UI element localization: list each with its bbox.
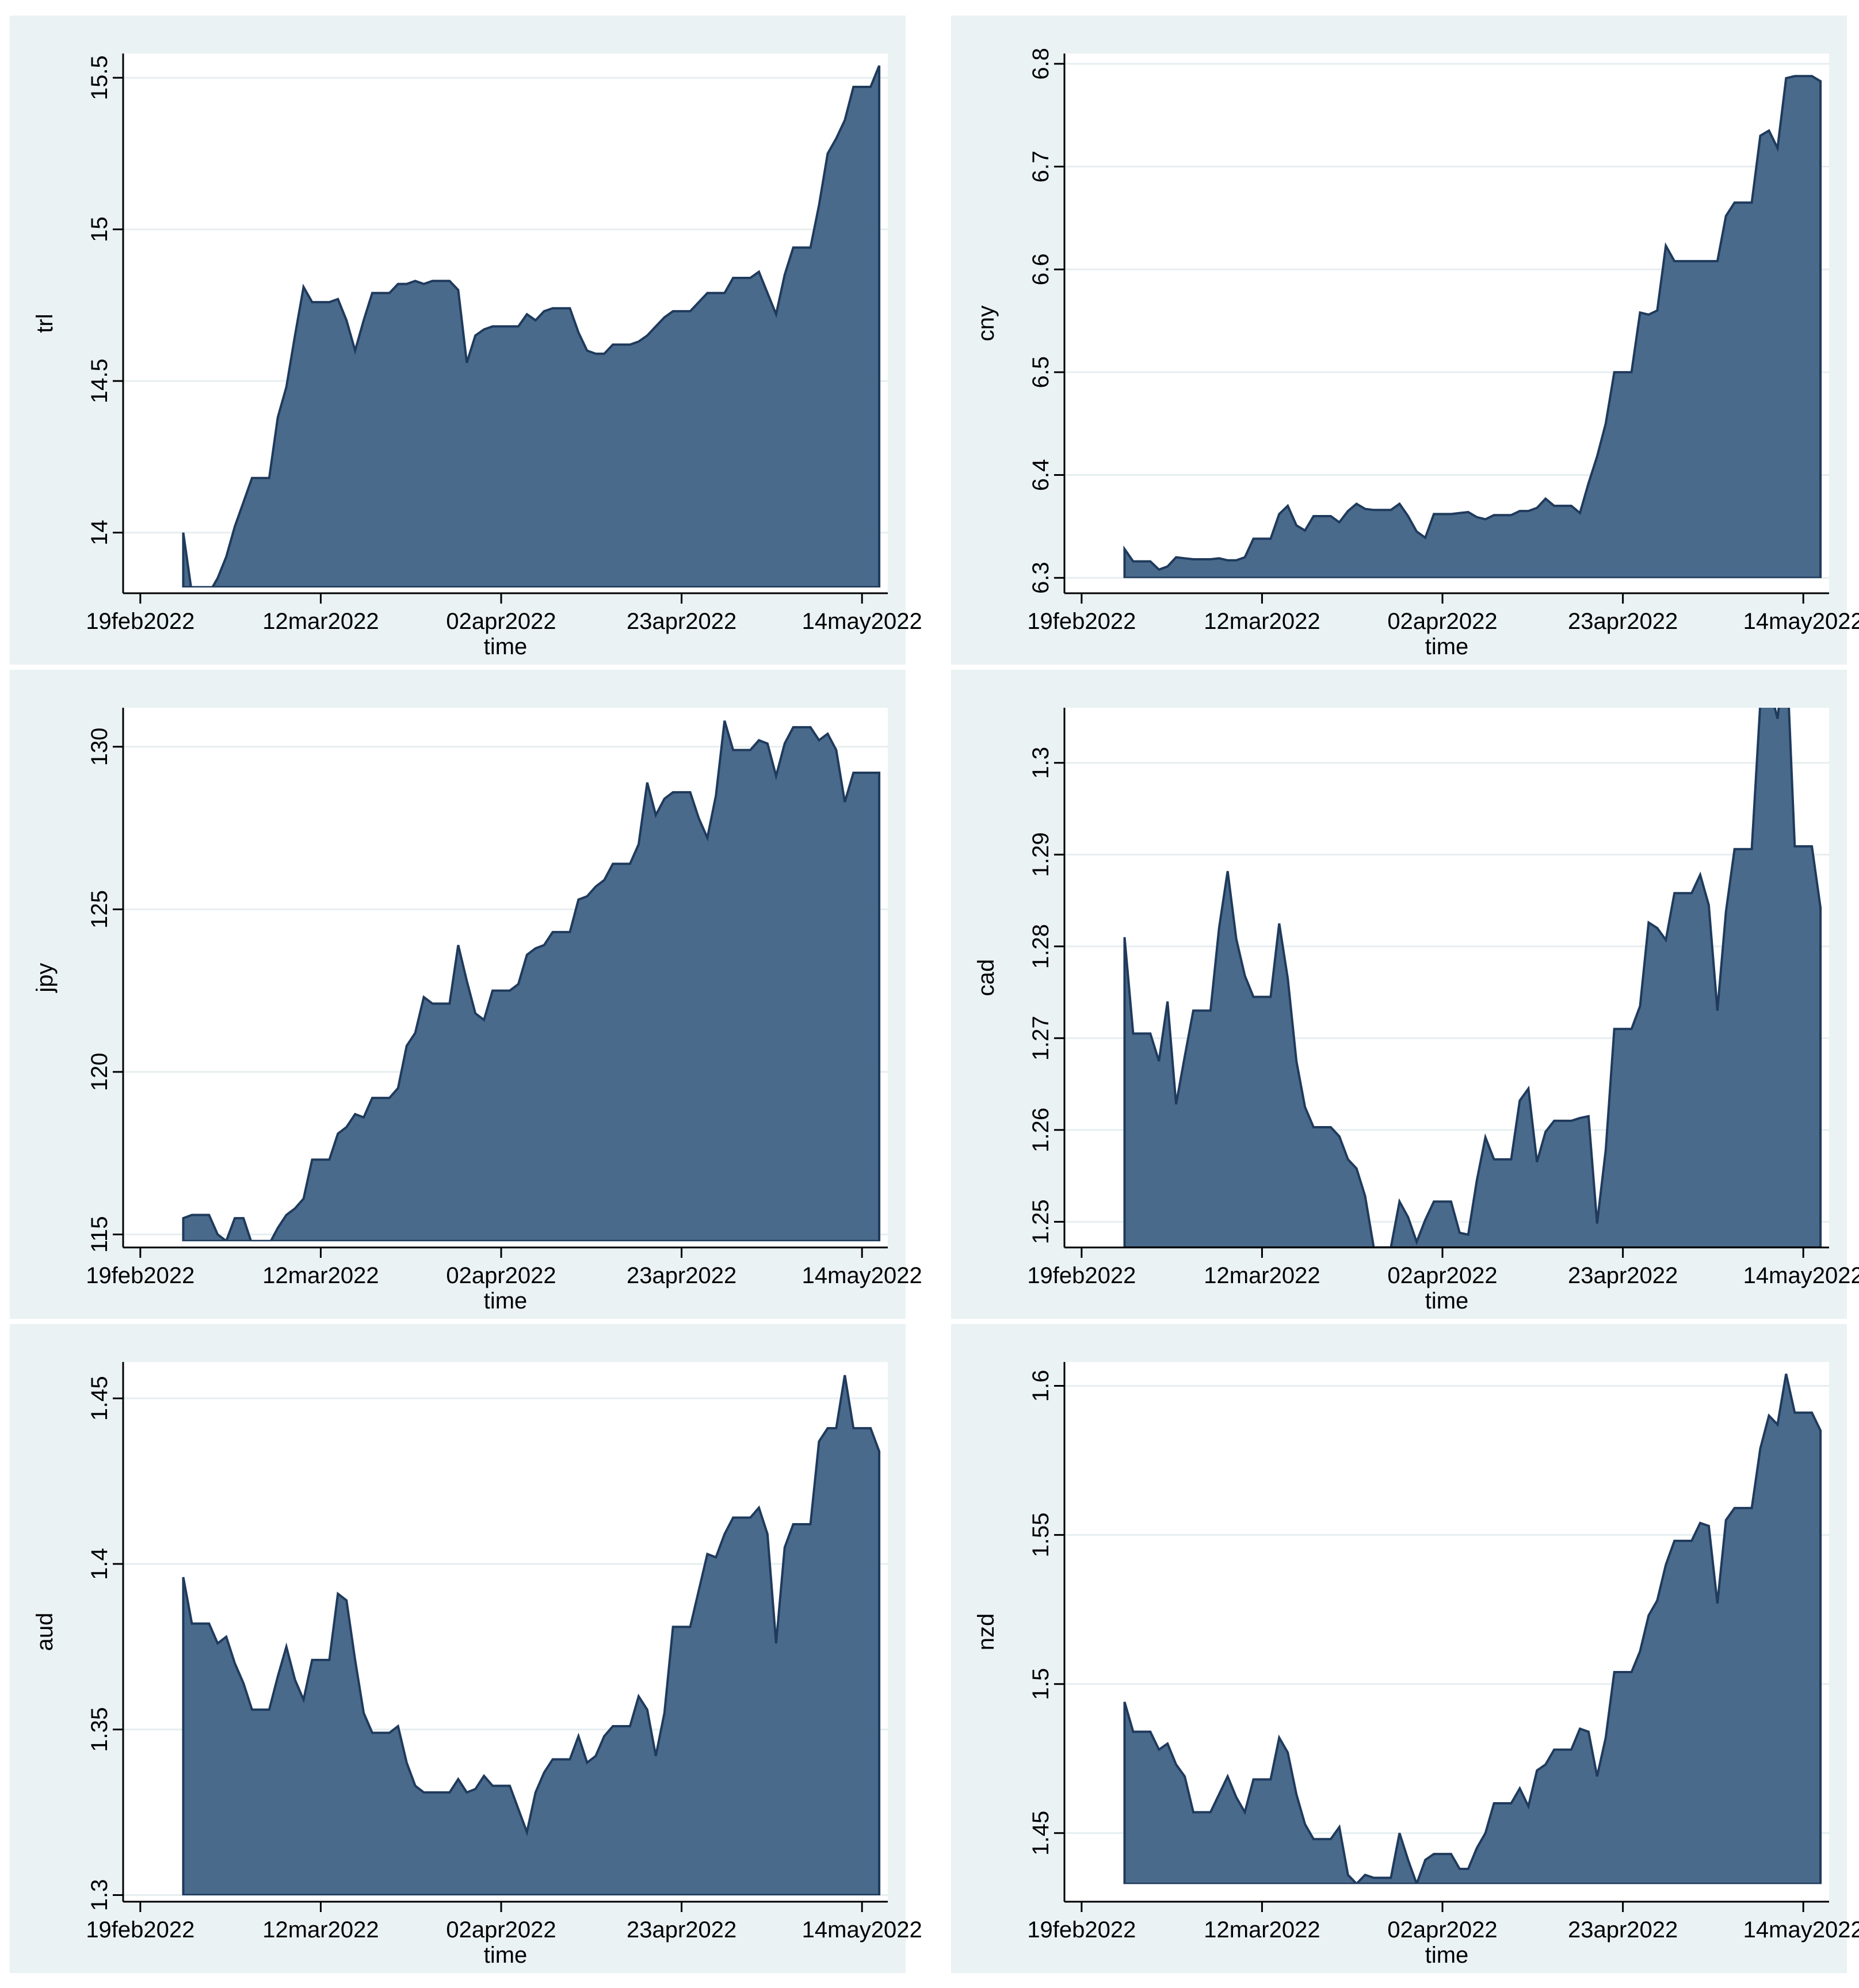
panel-cny-ytick-label-4: 6.7 — [1028, 151, 1053, 183]
panel-aud-xtick-label-1: 12mar2022 — [262, 1917, 379, 1943]
panel-nzd-xtick-label-0: 19feb2022 — [1027, 1917, 1136, 1943]
panel-trl-ytick-label-2: 15 — [87, 216, 112, 242]
panel-jpy-xtick-label-2: 02apr2022 — [446, 1263, 556, 1288]
panel-nzd-xlabel: time — [1425, 1943, 1469, 1968]
panel-jpy-xlabel: time — [484, 1288, 528, 1314]
panel-nzd: 1.45 1.5 1.55 1.6 19feb2022 12mar2022 02apr202… — [951, 1324, 1859, 1973]
panel-nzd-xtick-label-1: 12mar2022 — [1204, 1917, 1320, 1943]
panel-cny: 6.3 6.4 6.5 6.6 6.7 6.8 19feb2022 12mar2022 02ap… — [951, 16, 1859, 665]
panel-aud-xtick-label-0: 19feb2022 — [86, 1917, 194, 1943]
panel-cad: 1.25 1.26 1.27 1.28 1.29 1.3 19feb2022 12mar202… — [951, 670, 1859, 1319]
panel-jpy-ytick-label-0: 115 — [87, 1216, 112, 1253]
panel-cad-ytick-label-2: 1.27 — [1028, 1016, 1053, 1060]
panel-nzd-xtick-label-3: 23apr2022 — [1568, 1917, 1678, 1943]
panel-cad-xtick-label-0: 19feb2022 — [1027, 1263, 1136, 1288]
panel-cny-xtick-label-4: 14may2022 — [1743, 609, 1859, 634]
panel-cad-ytick-label-0: 1.25 — [1028, 1199, 1053, 1244]
panel-aud-xtick-label-3: 23apr2022 — [627, 1917, 736, 1943]
panel-cny-area — [1123, 75, 1822, 578]
panel-aud-ytick-label-0: 1.3 — [87, 1879, 112, 1911]
panel-trl-xtick-label-1: 12mar2022 — [262, 609, 379, 634]
panel-nzd-ytick-label-2: 1.55 — [1028, 1513, 1053, 1558]
panel-cny-xtick-label-1: 12mar2022 — [1204, 609, 1320, 634]
panel-cad-xtick-label-2: 02apr2022 — [1387, 1263, 1497, 1288]
panel-nzd-ytick-label-3: 1.6 — [1028, 1370, 1053, 1402]
panel-jpy: 115 120 125 130 19feb2022 12mar2022 02apr2022 2… — [10, 670, 922, 1319]
panel-cny-ytick-label-2: 6.5 — [1028, 356, 1053, 388]
panel-aud-xtick-label-2: 02apr2022 — [446, 1917, 556, 1943]
panel-aud-ylabel: aud — [32, 1613, 58, 1651]
panel-cad-area — [1123, 708, 1822, 1248]
panel-trl: 14 14.5 15 15.5 19feb2022 12mar2022 02apr2022 2… — [10, 16, 922, 665]
panel-nzd-ylabel: nzd — [974, 1613, 999, 1651]
panel-jpy-xtick-label-4: 14may2022 — [802, 1263, 922, 1288]
panel-aud-ytick-label-2: 1.4 — [87, 1548, 112, 1580]
panel-cny-ytick-label-3: 6.6 — [1028, 253, 1053, 285]
panel-cad-xtick-label-3: 23apr2022 — [1568, 1263, 1678, 1288]
panel-trl-ytick-label-0: 14 — [87, 520, 112, 545]
panel-cad-ytick-label-5: 1.3 — [1028, 747, 1053, 779]
panel-nzd-area — [1123, 1373, 1822, 1884]
panel-trl-ytick-label-3: 15.5 — [87, 55, 112, 100]
panel-aud-ytick-label-1: 1.35 — [87, 1707, 112, 1752]
panel-jpy-ytick-label-2: 125 — [87, 890, 112, 929]
panel-aud-area — [182, 1375, 881, 1895]
panel-trl-ylabel: trl — [32, 314, 58, 333]
panel-nzd-ytick-label-0: 1.45 — [1028, 1811, 1053, 1856]
panel-jpy-xtick-label-1: 12mar2022 — [262, 1263, 379, 1288]
panel-trl-xtick-label-4: 14may2022 — [802, 609, 922, 634]
panel-cad-ytick-label-3: 1.28 — [1028, 924, 1053, 969]
panel-aud: 1.3 1.35 1.4 1.45 19feb2022 12mar2022 02apr202… — [10, 1324, 922, 1973]
panel-trl-xlabel: time — [484, 634, 528, 659]
panel-cad-ytick-label-4: 1.29 — [1028, 832, 1053, 877]
panel-cny-xlabel: time — [1425, 634, 1469, 659]
panel-trl-xtick-label-0: 19feb2022 — [86, 609, 194, 634]
panel-cny-ytick-label-5: 6.8 — [1028, 48, 1053, 80]
panel-aud-xlabel: time — [484, 1943, 528, 1968]
panel-aud-ytick-label-3: 1.45 — [87, 1376, 112, 1421]
panel-cad-xtick-label-1: 12mar2022 — [1204, 1263, 1320, 1288]
panel-jpy-ytick-label-1: 120 — [87, 1052, 112, 1091]
panel-cad-xtick-label-4: 14may2022 — [1743, 1263, 1859, 1288]
panel-trl-xtick-label-3: 23apr2022 — [627, 609, 736, 634]
panel-cny-ylabel: cny — [974, 306, 999, 341]
panel-jpy-xtick-label-3: 23apr2022 — [627, 1263, 736, 1288]
panel-cad-ylabel: cad — [974, 959, 999, 997]
panel-nzd-ytick-label-1: 1.5 — [1028, 1668, 1053, 1700]
panel-cny-ytick-label-1: 6.4 — [1028, 459, 1053, 491]
panel-trl-area — [182, 65, 881, 587]
panel-cad-ytick-label-1: 1.26 — [1028, 1108, 1053, 1153]
panel-cny-xtick-label-2: 02apr2022 — [1387, 609, 1497, 634]
panel-nzd-xtick-label-4: 14may2022 — [1743, 1917, 1859, 1943]
panel-jpy-area — [182, 720, 881, 1242]
panel-aud-xtick-label-4: 14may2022 — [802, 1917, 922, 1943]
panel-cny-ytick-label-0: 6.3 — [1028, 562, 1053, 594]
panel-jpy-ylabel: jpy — [32, 963, 58, 993]
panel-jpy-xtick-label-0: 19feb2022 — [86, 1263, 194, 1288]
panel-cad-xlabel: time — [1425, 1288, 1469, 1314]
panel-trl-xtick-label-2: 02apr2022 — [446, 609, 556, 634]
panel-nzd-xtick-label-2: 02apr2022 — [1387, 1917, 1497, 1943]
panel-cny-xtick-label-0: 19feb2022 — [1027, 609, 1136, 634]
panel-trl-ytick-label-1: 14.5 — [87, 358, 112, 403]
panel-cny-xtick-label-3: 23apr2022 — [1568, 609, 1678, 634]
panel-jpy-ytick-label-3: 130 — [87, 727, 112, 766]
